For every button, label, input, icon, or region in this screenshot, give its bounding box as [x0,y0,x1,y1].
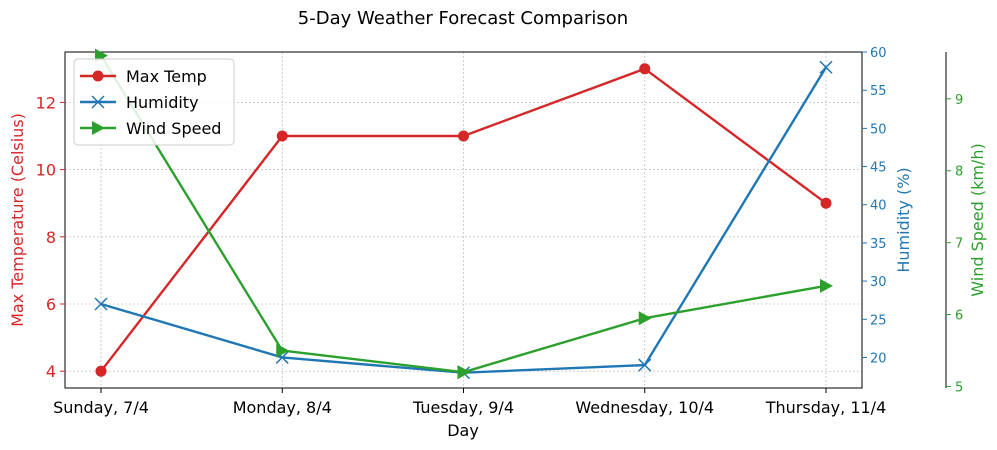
humidity-axis-label: Humidity (%) [894,167,913,272]
wind-speed-axis: 5 6 7 8 9 Wind Speed (km/h) [945,52,987,396]
wind-tick-label: 7 [955,237,963,252]
legend-marker-max-temp [92,70,104,82]
legend-label-humidity: Humidity [126,93,199,112]
humidity-axis: 20 25 30 35 40 45 50 55 60 Humidity (%) [862,46,913,366]
x-tick-label: Monday, 8/4 [233,398,332,417]
humidity-tick-label: 45 [870,161,887,176]
legend-label-max-temp: Max Temp [126,67,207,86]
series-layer [94,48,833,380]
temp-tick-label: 10 [36,161,56,180]
temperature-axis: 4 6 8 10 12 Max Temperature (Celsius) [8,93,65,381]
max-temp-point [95,365,107,377]
max-temp-point [639,63,651,75]
wind-tick-label: 9 [955,93,963,108]
humidity-point [94,297,108,311]
humidity-tick-label: 50 [870,122,887,137]
humidity-tick-label: 55 [870,84,887,99]
humidity-tick-label: 25 [870,313,887,328]
humidity-tick-label: 60 [870,46,887,61]
wind-axis-label: Wind Speed (km/h) [968,143,987,296]
wind-tick-label: 8 [955,165,963,180]
humidity-tick-label: 20 [870,351,887,366]
temp-tick-label: 8 [46,228,56,247]
x-axis-label: Day [447,421,479,440]
chart-title: 5-Day Weather Forecast Comparison [298,8,628,29]
wind-tick-label: 5 [955,381,963,396]
wind-tick-label: 6 [955,309,963,324]
humidity-point [819,60,833,74]
x-tick-label: Wednesday, 10/4 [575,398,714,417]
temp-tick-label: 4 [46,362,56,381]
x-tick-label: Thursday, 11/4 [765,398,887,417]
temp-tick-label: 6 [46,295,56,314]
humidity-tick-label: 30 [870,275,887,290]
wind-speed-point [820,278,833,293]
x-axis: Sunday, 7/4 Monday, 8/4 Tuesday, 9/4 Wednes… [53,388,886,417]
max-temp-point [276,130,288,142]
humidity-tick-label: 35 [870,237,887,252]
temp-tick-label: 12 [36,93,56,112]
legend-marker-humidity [91,95,105,109]
wind-speed-point [638,311,652,326]
humidity-tick-label: 40 [870,199,887,214]
legend: Max Temp Humidity Wind Speed [73,58,235,146]
temp-axis-label: Max Temperature (Celsius) [8,113,27,327]
max-temp-point [458,130,469,142]
legend-box [73,58,235,146]
x-tick-label: Sunday, 7/4 [53,398,149,417]
legend-label-wind-speed: Wind Speed [126,119,221,138]
legend-marker-wind-speed [92,121,105,135]
humidity-point [638,358,652,372]
wind-speed-point [276,343,290,358]
max-temp-point [820,197,832,209]
wind-speed-point [457,365,471,380]
x-tick-label: Tuesday, 9/4 [412,398,514,417]
